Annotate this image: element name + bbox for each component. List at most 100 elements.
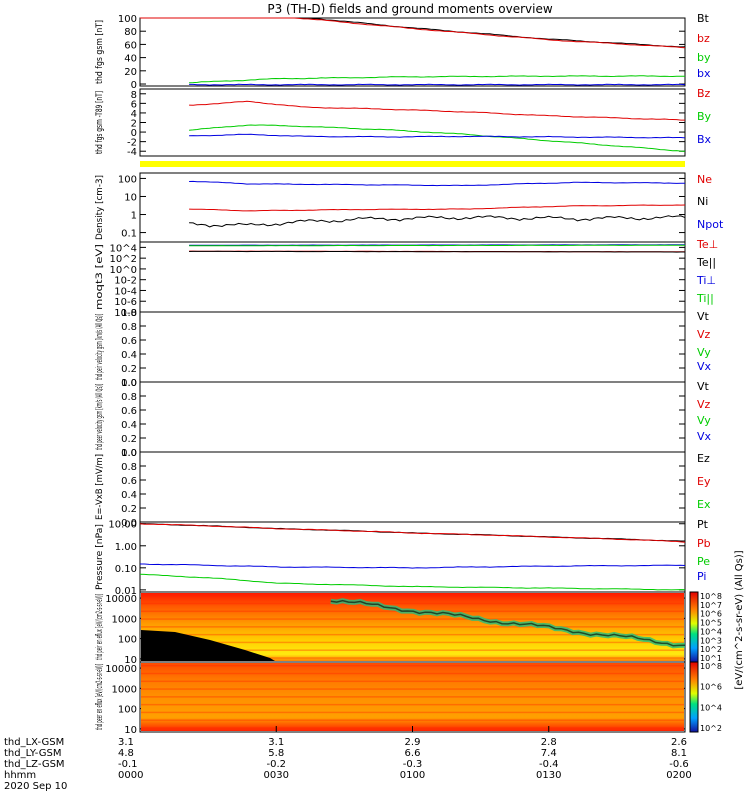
spectrogram-stripe	[141, 680, 684, 683]
colorbar-label: [eV/(cm^2-s-sr-eV) (All Qs)]	[734, 550, 745, 689]
series-line-Te||	[189, 250, 685, 253]
colorbar-tick: 10^7	[700, 601, 722, 610]
series-line-Bz	[189, 100, 685, 121]
spectrogram-stripe	[141, 657, 684, 659]
spectrogram-band-edge	[330, 599, 686, 647]
panel-ylabel-4: thd peir velocity gsm [km/s (All Qs)]	[95, 314, 105, 380]
y-tick-label: 0.0	[121, 448, 137, 459]
y-tick-label: 0.0	[121, 378, 137, 389]
colorbar-tick: 10^1	[700, 654, 722, 663]
series-line-By	[189, 124, 686, 152]
y-tick-label: 10^2	[110, 254, 137, 265]
legend-Bz: Bz	[697, 87, 711, 100]
legend-Vt: Vt	[697, 310, 710, 323]
y-tick-label: 0	[131, 128, 137, 139]
series-line-Npot	[189, 180, 686, 187]
y-tick-label: 100	[118, 174, 137, 185]
y-tick-label: 0.01	[115, 586, 137, 597]
legend-Bx: Bx	[697, 133, 712, 146]
panel-frame-5	[139, 381, 686, 453]
spectrogram-stripe	[141, 626, 684, 628]
y-tick-label: 0.1	[121, 229, 137, 240]
legend-Ey: Ey	[697, 475, 711, 488]
y-tick-label: 6	[131, 99, 137, 110]
legend-Ti||: Ti||	[696, 292, 714, 305]
x-row-value: 5.8	[268, 748, 284, 759]
x-row-value: -0.1	[118, 759, 138, 770]
y-tick-label: 10.00	[108, 520, 137, 531]
y-tick-label: 0.2	[121, 434, 137, 445]
spectrogram-stripe	[141, 696, 684, 698]
y-tick-label: 0.8	[121, 322, 137, 333]
legend-Ni: Ni	[697, 195, 708, 208]
flag-bar	[140, 161, 685, 167]
legend-Vy: Vy	[697, 346, 711, 359]
x-row-value: 7.4	[541, 748, 557, 759]
panel-ylabel-1: thd fgs gsm -T89 [nT]	[95, 91, 105, 154]
y-tick-label: 100	[118, 14, 137, 25]
spectrogram-stripe	[141, 719, 684, 721]
y-tick-label: 2	[131, 119, 137, 130]
x-row-value: 2.8	[541, 737, 557, 748]
y-tick-label: -4	[127, 147, 137, 158]
x-row-value: -0.2	[266, 759, 286, 770]
colorbar-tick: 10^3	[700, 636, 722, 645]
x-row-value: 4.8	[118, 748, 134, 759]
panel-frame-2	[139, 172, 686, 243]
x-row-value: -0.3	[403, 759, 423, 770]
x-row-value: 6.6	[405, 748, 421, 759]
y-tick-label: 0.6	[121, 406, 137, 417]
x-row-value: 2.6	[671, 737, 687, 748]
legend-Pt: Pt	[697, 518, 709, 531]
legend-Pb: Pb	[697, 537, 711, 550]
y-tick-label: 1.00	[115, 542, 137, 553]
y-tick-label: 1	[131, 211, 137, 222]
spectrogram-stripe	[141, 665, 684, 667]
x-row-value: 8.1	[671, 748, 687, 759]
x-row-value: -0.4	[539, 759, 559, 770]
series-line-Ni	[189, 215, 686, 228]
y-tick-label: 1.0	[121, 448, 137, 459]
legend-by: by	[697, 51, 711, 64]
colorbar-tick: 10^2	[700, 724, 722, 733]
legend-Te||: Te||	[696, 256, 716, 269]
y-tick-label: 0.0	[121, 518, 137, 529]
colorbar-tick: 10^6	[700, 683, 722, 692]
y-tick-label: 10-2	[114, 276, 137, 287]
panel-ylabel-9: thd peer en eflux [eV/(cm2-s-sr-eV)]	[95, 664, 105, 730]
panel-frame-0	[139, 17, 686, 87]
legend-bx: bx	[697, 67, 711, 80]
panel-frame-3	[139, 241, 686, 313]
y-tick-label: 10	[124, 725, 137, 736]
colorbar-tick: 10^8	[700, 662, 722, 671]
x-row-label: hhmm	[4, 770, 36, 781]
colorbar-tick: 10^4	[700, 703, 722, 712]
y-tick-label: 10-8	[114, 308, 137, 319]
series-line-bz	[140, 17, 686, 49]
y-tick-label: 10	[124, 192, 137, 203]
legend-Ez: Ez	[697, 452, 710, 465]
y-tick-label: 10-6	[114, 297, 137, 308]
y-tick-label: 0.2	[121, 504, 137, 515]
spectrogram-stripe	[141, 633, 684, 636]
y-tick-label: 60	[124, 40, 137, 51]
x-row-label: thd_LY-GSM	[4, 748, 61, 759]
series-line-Pi	[140, 563, 686, 569]
spectrogram-stripe	[141, 711, 684, 714]
y-tick-label: 0.4	[121, 350, 137, 361]
y-tick-label: 10-4	[114, 286, 137, 297]
spectrogram-9	[141, 663, 684, 731]
colorbar-tick: 10^6	[700, 610, 722, 619]
y-tick-label: 0.4	[121, 490, 137, 501]
x-row-label: thd_LX-GSM	[4, 737, 64, 748]
y-tick-label: 1.0	[121, 308, 137, 319]
series-line-bx	[189, 83, 686, 86]
spectrogram-stripe	[141, 703, 684, 706]
legend-Npot: Npot	[697, 218, 724, 231]
colorbar-tick: 10^4	[700, 627, 722, 636]
y-tick-label: 0.6	[121, 336, 137, 347]
series-line-Pb	[139, 523, 686, 543]
spectrogram-stripe	[141, 649, 684, 651]
colorbar-0	[689, 591, 699, 663]
